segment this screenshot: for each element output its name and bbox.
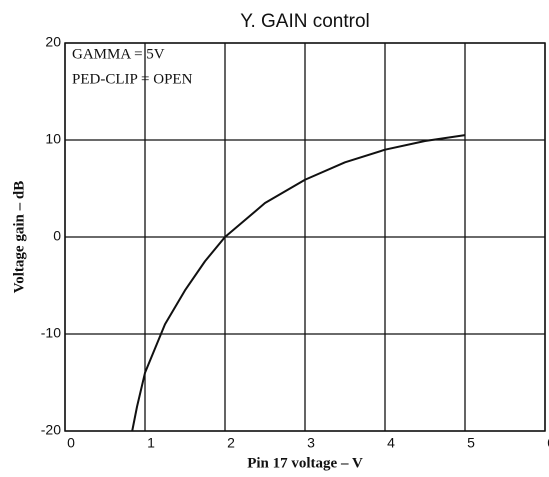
x-tick-label: 0 [67,435,75,451]
x-tick-label: 3 [307,435,315,451]
y-tick-label: 0 [53,228,61,244]
y-axis-label: Voltage gain – dB [11,181,27,293]
x-axis-label: Pin 17 voltage – V [247,455,363,471]
chart-title: Y. GAIN control [240,11,370,32]
y-tick-label: 10 [45,131,61,147]
x-tick-label: 2 [227,435,235,451]
y-tick-label: -20 [41,422,61,438]
data-line [131,134,466,432]
x-tick-label: 6 [547,435,549,451]
y-tick-label: -10 [41,325,61,341]
annotation: GAMMA = 5V [72,46,165,62]
y-tick-label: 20 [45,34,61,50]
x-tick-label: 1 [147,435,155,451]
x-tick-label: 4 [387,435,395,451]
x-tick-label: 5 [467,435,475,451]
annotation: PED-CLIP = OPEN [72,71,193,87]
